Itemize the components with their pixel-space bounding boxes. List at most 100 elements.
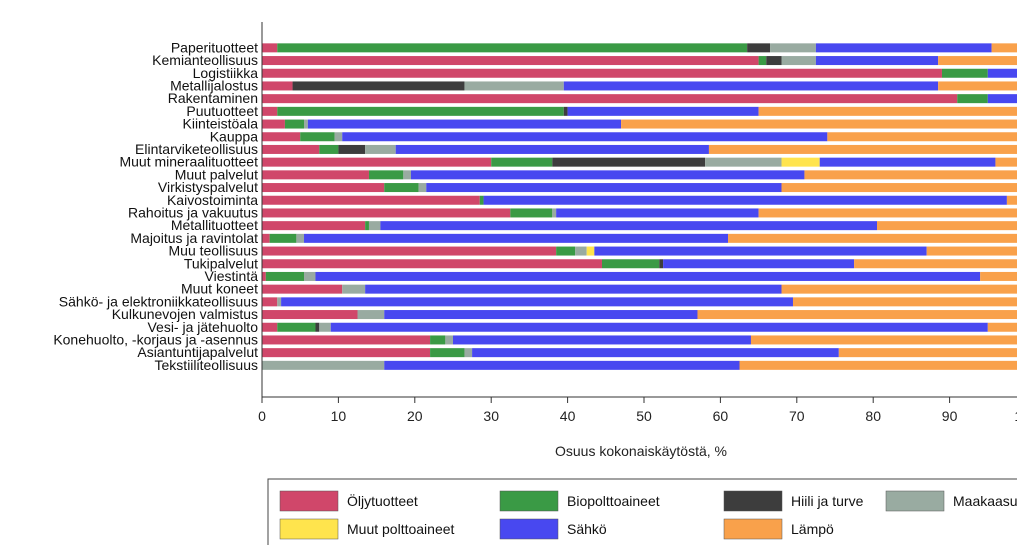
bar-segment xyxy=(552,158,705,167)
bar-segment xyxy=(342,285,365,294)
bar-segment xyxy=(403,170,411,179)
bar-segment xyxy=(594,247,926,256)
bar-segment xyxy=(877,221,1017,230)
bar-segment xyxy=(384,183,418,192)
bar-segment xyxy=(304,234,728,243)
bar-segment xyxy=(568,107,759,116)
x-tick-label: 30 xyxy=(483,408,499,424)
bar-segment xyxy=(602,259,659,268)
bar-segment xyxy=(988,69,1017,78)
bar-segment xyxy=(262,120,285,129)
bar-segment xyxy=(262,107,277,116)
bar-segment xyxy=(839,348,1017,357)
bar-segment xyxy=(804,170,1017,179)
bar-segment xyxy=(1007,196,1017,205)
bar-segment xyxy=(296,234,304,243)
bar-segment xyxy=(384,361,739,370)
bar-segment xyxy=(751,335,1017,344)
bar-segment xyxy=(927,247,1017,256)
bar-segment xyxy=(262,43,277,52)
legend-label: Maakaasu xyxy=(953,493,1017,509)
bar-segment xyxy=(782,285,1017,294)
bar-segment xyxy=(575,247,586,256)
bar-segment xyxy=(365,221,369,230)
bar-segment xyxy=(331,323,988,332)
legend-label: Hiili ja turve xyxy=(791,493,864,509)
bar-segment xyxy=(445,335,453,344)
legend-swatch xyxy=(280,519,338,539)
bar-segment xyxy=(342,132,827,141)
bar-segment xyxy=(369,170,403,179)
bar-segment xyxy=(464,348,472,357)
legend-swatch xyxy=(280,491,338,511)
bar-segment xyxy=(262,310,358,319)
bar-segment xyxy=(740,361,1017,370)
bar-segment xyxy=(262,335,430,344)
bar-segment xyxy=(759,107,1017,116)
bar-segment xyxy=(262,247,556,256)
category-labels: PaperituotteetKemianteollisuusLogistiikk… xyxy=(53,39,258,373)
bar-segment xyxy=(262,56,759,65)
bar-segment xyxy=(380,221,877,230)
bar-segment xyxy=(365,285,781,294)
bar-segment xyxy=(759,56,767,65)
bar-segment xyxy=(319,323,330,332)
bar-segment xyxy=(770,43,816,52)
bar-segment xyxy=(384,310,697,319)
bar-segment xyxy=(663,259,854,268)
bar-segment xyxy=(300,132,334,141)
x-tick-label: 60 xyxy=(713,408,729,424)
category-label: Tekstiiliteollisuus xyxy=(155,357,258,373)
bar-segment xyxy=(491,158,552,167)
legend: Öljytuotteet Biopolttoaineet Hiili ja turv… xyxy=(268,479,1017,545)
bar-segment xyxy=(697,310,1017,319)
bar-segment xyxy=(782,56,816,65)
legend-swatch xyxy=(500,491,558,511)
bar-segment xyxy=(621,120,1017,129)
bar-segment xyxy=(262,323,277,332)
bar-segment xyxy=(262,69,942,78)
legend-label: Öljytuotteet xyxy=(347,492,418,509)
bar-segment xyxy=(262,158,491,167)
x-tick-label: 0 xyxy=(258,408,266,424)
bar-segment xyxy=(262,285,342,294)
bar-segment xyxy=(308,120,621,129)
bar-segment xyxy=(980,272,1017,281)
bar-segment xyxy=(564,107,568,116)
x-tick-label: 70 xyxy=(789,408,805,424)
legend-swatch xyxy=(724,491,782,511)
legend-swatch xyxy=(500,519,558,539)
bar-segment xyxy=(319,145,338,154)
bar-segment xyxy=(988,323,1017,332)
bar-segment xyxy=(262,361,384,370)
legend-swatch xyxy=(724,519,782,539)
bar-segment xyxy=(484,196,1007,205)
bar-segment xyxy=(827,132,1017,141)
bar-segment xyxy=(281,297,793,306)
bar-segment xyxy=(262,259,602,268)
bar-segment xyxy=(338,145,365,154)
bar-segment xyxy=(262,196,480,205)
bar-segment xyxy=(464,81,563,90)
bar-segment xyxy=(728,234,1017,243)
bar-segment xyxy=(782,183,1017,192)
bar-segment xyxy=(411,170,804,179)
bar-segment xyxy=(262,348,430,357)
bar-segment xyxy=(938,56,1017,65)
legend-label: Muut polttoaineet xyxy=(347,521,455,537)
legend-label: Biopolttoaineet xyxy=(567,493,660,509)
bar-segment xyxy=(277,107,564,116)
bar-segment xyxy=(747,43,770,52)
bar-segment xyxy=(277,297,281,306)
bar-segment xyxy=(262,81,293,90)
bar-segment xyxy=(430,348,464,357)
bar-segment xyxy=(430,335,445,344)
bar-segment xyxy=(480,196,484,205)
bar-segment xyxy=(277,323,315,332)
x-tick-label: 80 xyxy=(865,408,881,424)
bar-segment xyxy=(262,208,510,217)
bar-segment xyxy=(285,120,304,129)
x-axis-label: Osuus kokonaiskäytöstä, % xyxy=(555,443,727,459)
bar-segment xyxy=(262,94,957,103)
